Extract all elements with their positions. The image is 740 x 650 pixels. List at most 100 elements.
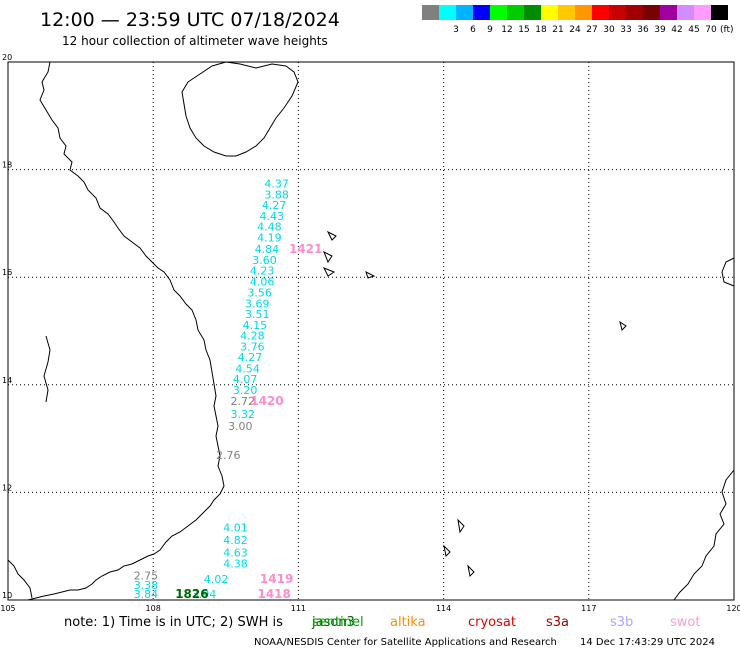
- satellite-name: sentinel: [312, 615, 364, 630]
- wave-height-label: 3.00: [228, 420, 253, 433]
- latitude-tick-label: 20: [2, 53, 12, 62]
- legend-swatch: [575, 5, 592, 20]
- satellite-name: cryosat: [468, 615, 516, 630]
- wave-height-label: 4.23: [250, 265, 275, 278]
- track-number-label: 1419: [260, 572, 293, 586]
- wave-height-label: 4.38: [223, 558, 248, 571]
- legend-tick-label: 70: [705, 25, 717, 35]
- legend-tick-label: 15: [518, 25, 529, 35]
- map-subtitle: 12 hour collection of altimeter wave hei…: [62, 34, 328, 48]
- legend-tick-label: 42: [671, 25, 682, 35]
- reef-7: [443, 544, 451, 558]
- wave-height-label: 4.27: [262, 199, 287, 212]
- footer-timestamp: 14 Dec 17:43:29 UTC 2024: [580, 637, 715, 648]
- satellite-name: altika: [390, 615, 426, 630]
- wave-height-label: 4.63: [223, 546, 248, 559]
- lat-lon-grid: [8, 62, 734, 600]
- reef-3: [322, 267, 336, 277]
- map-frame: [7, 61, 735, 601]
- wave-height-label: 4.01: [223, 522, 248, 535]
- legend-tick-label: 33: [620, 25, 631, 35]
- reef-8: [467, 564, 475, 578]
- footer-credit: NOAA/NESDIS Center for Satellite Applica…: [254, 637, 557, 648]
- longitude-tick-label: 111: [291, 604, 306, 613]
- latitude-tick-labels: 20 18 16 14 12 10: [2, 53, 12, 600]
- track-number-label: 1418: [257, 587, 290, 601]
- legend-swatch: [507, 5, 524, 20]
- longitude-tick-labels: 105 108 111 114 117 120: [0, 604, 740, 613]
- longitude-tick-label: 114: [436, 604, 451, 613]
- legend-tick-label: 24: [569, 25, 581, 35]
- legend-tick-label: 12: [501, 25, 512, 35]
- wave-height-label: 3.69: [245, 297, 270, 310]
- hainan-coastline: [181, 61, 299, 157]
- satellite-name: s3a: [546, 615, 569, 630]
- latitude-tick-label: 14: [2, 376, 12, 385]
- map-title: 12:00 — 23:59 UTC 07/18/2024: [40, 9, 340, 31]
- track-number-label: 1420: [250, 394, 283, 408]
- legend-tick-label: 36: [637, 25, 649, 35]
- wave-height-label: 4.19: [257, 232, 282, 245]
- wave-height-label: 4.82: [223, 534, 248, 547]
- legend-tick-label: 39: [654, 25, 666, 35]
- legend-swatch: [592, 5, 609, 20]
- wave-height-label: 3.56: [247, 287, 272, 300]
- legend-swatch: [677, 5, 694, 20]
- wave-height-label: 3.32: [230, 408, 255, 421]
- wave-height-label: 3.94: [192, 588, 217, 601]
- legend-tick-label: 3: [453, 25, 459, 35]
- reef-6: [457, 518, 465, 534]
- legend-tick-label: 9: [487, 25, 493, 35]
- legend-swatch: [439, 5, 456, 20]
- latitude-tick-label: 10: [2, 591, 12, 600]
- legend-tick-label: 21: [552, 25, 563, 35]
- longitude-tick-label: 117: [581, 604, 596, 613]
- island-west: [43, 335, 51, 403]
- legend-swatch: [524, 5, 541, 20]
- wave-height-labels: 4.373.884.274.434.484.194.843.604.234.06…: [134, 177, 289, 600]
- latitude-tick-label: 12: [2, 483, 12, 492]
- legend-swatch: [490, 5, 507, 20]
- satellite-name: swot: [670, 615, 700, 630]
- legend-swatch: [422, 5, 439, 20]
- track-number-label: 1421: [289, 242, 322, 256]
- wave-height-label: 4.37: [264, 177, 289, 190]
- gulf-of-thailand-coastline: [7, 559, 33, 599]
- longitude-tick-label: 108: [146, 604, 161, 613]
- reef-5: [619, 320, 627, 331]
- wave-height-label: 3.51: [245, 308, 270, 321]
- legend-tick-label: 18: [535, 25, 547, 35]
- footer-note: note: 1) Time is in UTC; 2) SWH is: [64, 615, 283, 630]
- latitude-tick-label: 18: [2, 161, 12, 170]
- wave-height-label: 2.76: [216, 449, 241, 462]
- philippines-south-coastline: [673, 469, 735, 601]
- wave-height-label: 4.84: [255, 243, 280, 256]
- satellite-name: s3b: [610, 615, 633, 630]
- legend-tick-label: 27: [586, 25, 597, 35]
- wave-height-label: 4.06: [250, 275, 275, 288]
- longitude-tick-label: 120: [726, 604, 740, 613]
- wave-height-label: 3.84: [134, 588, 159, 601]
- legend-swatch: [643, 5, 660, 20]
- reef-2: [323, 250, 333, 264]
- wave-height-label: 4.27: [238, 351, 263, 364]
- wave-height-label: 2.75: [134, 570, 159, 583]
- legend-swatch: [456, 5, 473, 20]
- vietnam-coastline: [39, 61, 225, 585]
- wave-height-label: 4.07: [233, 373, 258, 386]
- legend-swatch: [609, 5, 626, 20]
- legend-swatch: [711, 5, 728, 20]
- philippines-coastline: [721, 257, 735, 287]
- wave-height-label: 3.38: [134, 579, 159, 592]
- legend-swatch: [626, 5, 643, 20]
- track-number-label: 1826: [175, 587, 208, 601]
- wave-height-label: 4.54: [235, 362, 260, 375]
- legend-swatch: [558, 5, 575, 20]
- legend-tick-label: 30: [603, 25, 615, 35]
- mekong-delta-coastline: [27, 583, 93, 601]
- legend-unit: (ft): [720, 25, 734, 35]
- wave-height-label: 3.60: [252, 254, 277, 267]
